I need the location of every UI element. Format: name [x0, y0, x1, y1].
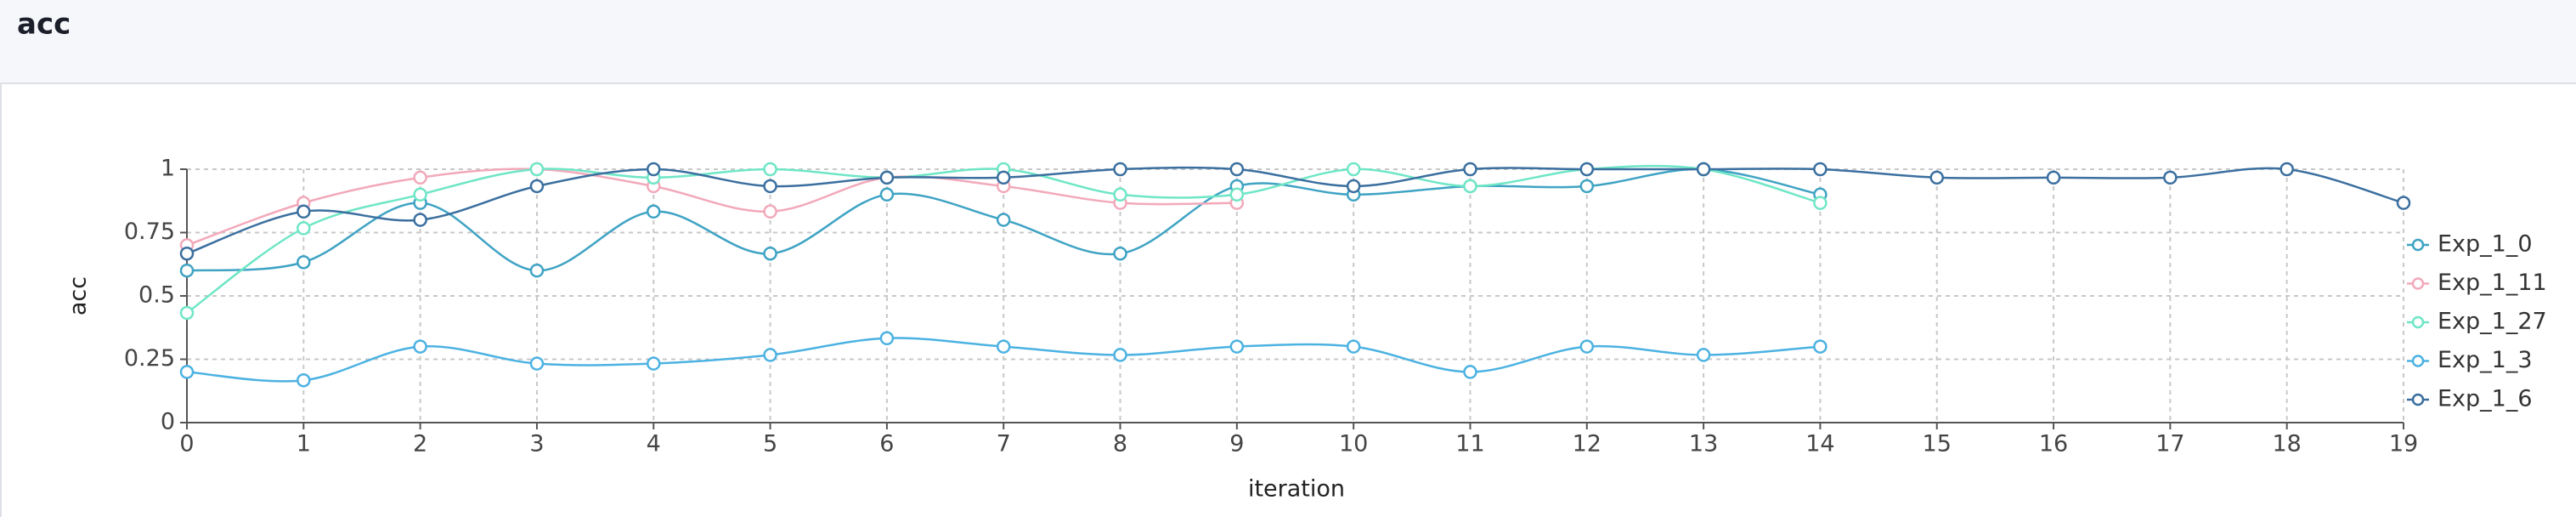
y-axis-label: acc	[65, 276, 92, 315]
data-point	[2396, 196, 2411, 210]
data-point	[179, 246, 195, 261]
data-point	[179, 305, 195, 321]
data-point	[763, 246, 777, 261]
legend-marker	[2411, 277, 2425, 290]
data-point	[647, 356, 661, 371]
data-point	[879, 331, 895, 346]
x-tick-label: 1	[297, 431, 311, 457]
data-point	[1929, 170, 1944, 185]
data-point	[1463, 365, 1477, 379]
data-point	[2163, 170, 2178, 185]
x-tick-label: 3	[529, 431, 544, 457]
y-tick-label: 1	[161, 156, 175, 182]
legend-label: Exp_1_11	[2438, 270, 2547, 296]
data-point	[179, 365, 195, 379]
data-point	[763, 204, 777, 219]
data-point	[1113, 246, 1127, 261]
data-point	[1813, 339, 1827, 354]
data-point	[1813, 196, 1827, 210]
data-point	[879, 187, 895, 202]
data-point	[529, 263, 545, 278]
data-point	[1579, 162, 1595, 177]
data-point	[1579, 179, 1595, 194]
x-tick-label: 12	[1573, 431, 1602, 457]
data-point	[179, 263, 195, 278]
data-point	[297, 255, 311, 270]
data-point	[529, 356, 545, 371]
x-tick-label: 6	[879, 431, 894, 457]
series-line	[186, 168, 1821, 272]
x-tick-label: 10	[1339, 431, 1368, 457]
data-point	[1229, 187, 1245, 202]
data-point	[529, 162, 545, 177]
data-point	[413, 187, 427, 202]
data-point	[1696, 348, 1711, 362]
data-point	[413, 339, 427, 354]
y-tick-label: 0.75	[124, 219, 175, 245]
data-point	[297, 372, 311, 388]
x-tick-label: 11	[1455, 431, 1484, 457]
x-tick-label: 4	[647, 431, 661, 457]
chart-title: acc	[17, 8, 71, 42]
x-tick-label: 7	[997, 431, 1011, 457]
data-point	[996, 213, 1011, 227]
data-point	[2046, 170, 2061, 185]
data-point	[1463, 179, 1477, 194]
data-point	[1346, 339, 1361, 354]
data-point	[413, 213, 427, 227]
x-tick-label: 5	[763, 431, 777, 457]
x-tick-label: 13	[1689, 431, 1718, 457]
legend-label: Exp_1_27	[2438, 309, 2547, 335]
legend-marker	[2411, 238, 2425, 252]
data-point	[1813, 162, 1827, 177]
x-tick-label: 15	[1923, 431, 1952, 457]
data-point	[879, 170, 895, 185]
x-axis-label: iteration	[1248, 476, 1345, 503]
data-point	[297, 221, 311, 236]
data-point	[763, 179, 777, 194]
data-point	[529, 179, 545, 194]
data-point	[1346, 179, 1361, 194]
legend-label: Exp_1_0	[2438, 231, 2533, 258]
y-tick-label: 0.5	[138, 282, 175, 309]
x-tick-label: 8	[1113, 431, 1127, 457]
data-point	[647, 162, 661, 177]
data-point	[1229, 162, 1245, 177]
data-point	[1579, 339, 1595, 354]
data-point	[763, 348, 777, 362]
data-point	[1113, 187, 1127, 202]
x-tick-label: 9	[1229, 431, 1244, 457]
data-point	[1113, 162, 1127, 177]
data-point	[413, 170, 427, 185]
data-point	[1113, 348, 1127, 362]
x-tick-label: 17	[2155, 431, 2184, 457]
data-point	[1346, 162, 1361, 177]
data-point	[996, 170, 1011, 185]
x-tick-label: 16	[2039, 431, 2068, 457]
data-point	[1696, 162, 1711, 177]
header	[0, 0, 2576, 83]
x-tick-label: 14	[1805, 431, 1834, 457]
y-tick-label: 0	[161, 409, 175, 435]
data-point	[647, 204, 661, 219]
legend-label: Exp_1_3	[2438, 347, 2533, 373]
x-tick-label: 19	[2389, 431, 2418, 457]
x-tick-label: 2	[413, 431, 427, 457]
data-point	[763, 162, 777, 177]
y-tick-label: 0.25	[124, 345, 175, 372]
legend-label: Exp_1_6	[2438, 386, 2533, 412]
legend-marker	[2411, 355, 2425, 367]
data-point	[1463, 162, 1477, 177]
data-point	[1229, 339, 1245, 354]
x-tick-label: 0	[179, 431, 194, 457]
legend-marker	[2411, 315, 2425, 329]
data-point	[996, 339, 1011, 354]
x-tick-label: 18	[2273, 431, 2302, 457]
series-line	[186, 168, 1237, 247]
legend-marker	[2411, 393, 2425, 406]
data-point	[2279, 162, 2294, 177]
data-point	[297, 204, 311, 219]
